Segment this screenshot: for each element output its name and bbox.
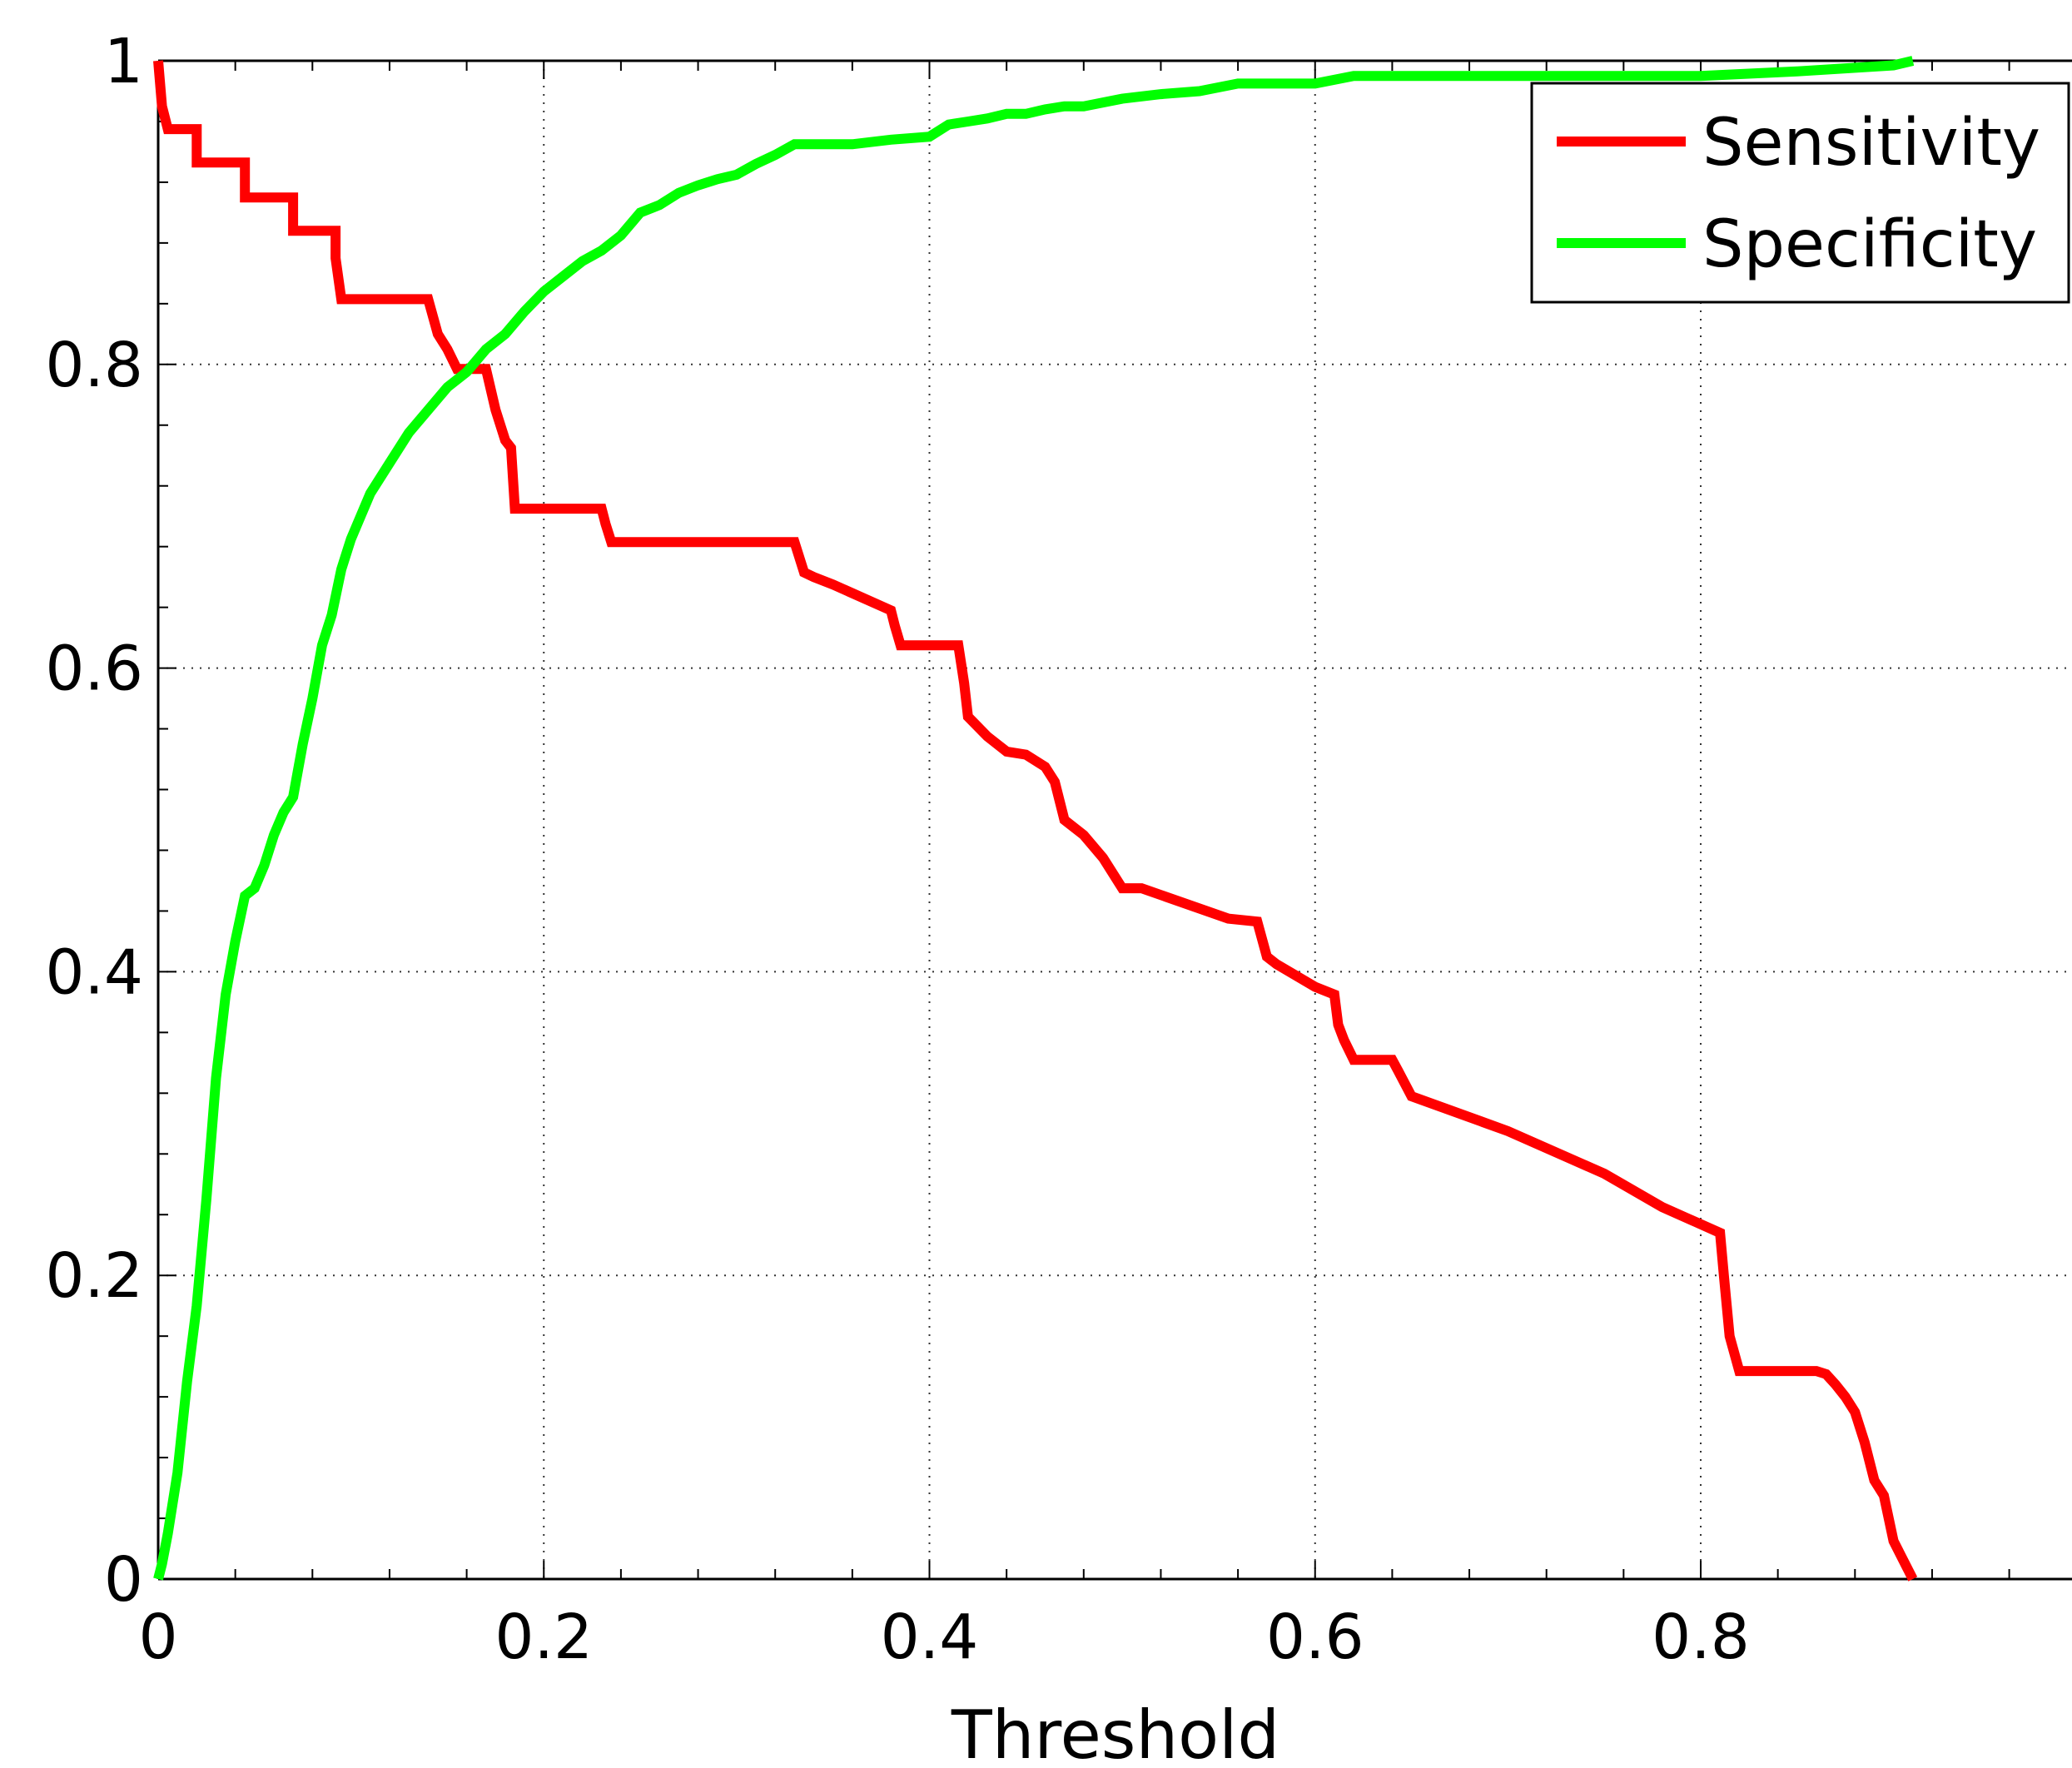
legend-box [1530,82,2070,304]
grid [158,61,2072,1579]
y-tick-label: 1 [104,26,143,97]
x-axis-label: Threshold [951,1696,1279,1768]
series-line-sensitivity [153,60,1918,1582]
x-tick-label: 0.4 [881,1602,979,1673]
legend-label-specificity: Specificity [1702,207,2037,282]
legend: Sensitivity Specificity [1530,82,2070,304]
x-tick-label: 0 [138,1602,177,1673]
axes: 0 0.2 0.4 0.6 0.8 0 0.2 0.4 0.6 0.8 1 [45,26,2072,1673]
series-line-specificity [153,56,1915,1581]
x-tick-label: 0.8 [1652,1602,1750,1673]
x-tick-label: 0.2 [494,1602,593,1673]
legend-label-sensitivity: Sensitivity [1702,106,2040,181]
y-tick-label: 0.2 [45,1240,143,1312]
y-tick-label: 0.4 [45,936,143,1008]
series [153,56,1918,1582]
y-tick-label: 0.8 [45,330,143,401]
y-tick-label: 0.6 [45,633,143,705]
y-tick-label: 0 [104,1544,143,1616]
x-tick-label: 0.6 [1266,1602,1364,1673]
